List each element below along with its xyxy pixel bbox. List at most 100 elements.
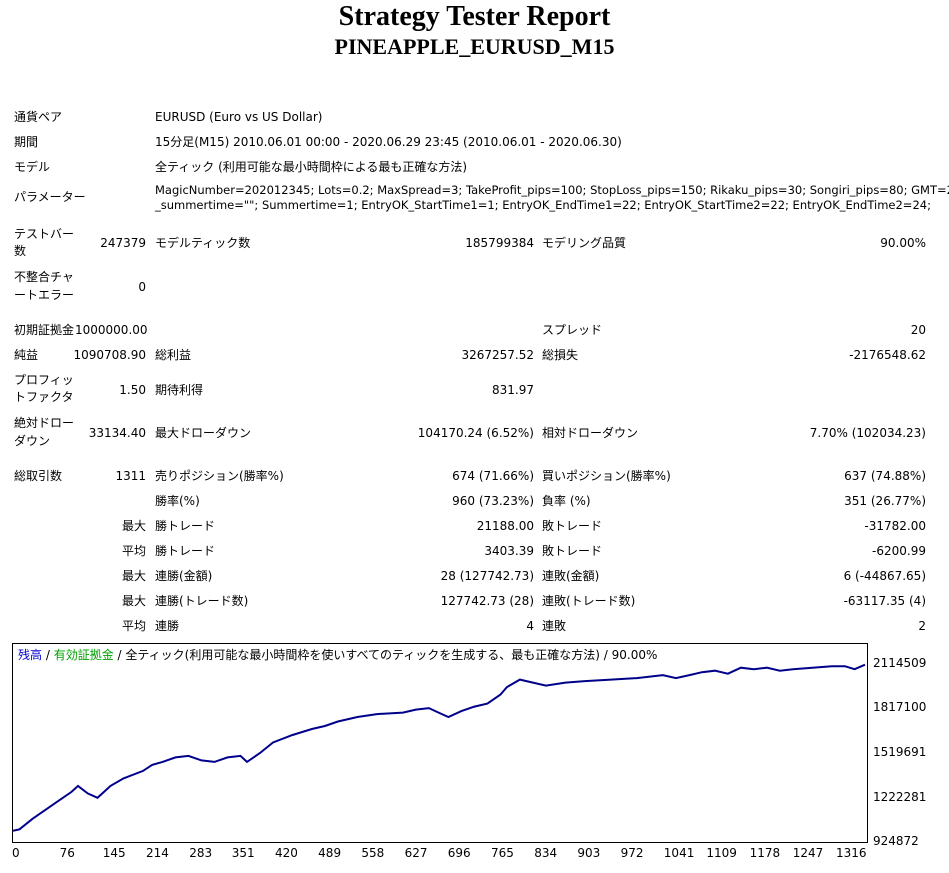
net-profit-label: 純益 — [14, 348, 39, 362]
max-drawdown-value: 104170.24 (6.52%) — [417, 426, 534, 440]
ticks-label: モデルティック数 — [155, 236, 251, 250]
profit-factor-value: 1.50 — [119, 383, 146, 397]
loss-rate-label: 負率 (%) — [542, 494, 591, 508]
gross-profit-value: 3267257.52 — [461, 348, 534, 362]
long-positions-label: 買いポジション(勝率%) — [542, 469, 671, 483]
legend-separator: / — [42, 648, 54, 662]
max-cons-losses-money-label: 連敗(金額) — [542, 569, 600, 583]
x-tick-label: 351 — [231, 846, 255, 860]
abs-drawdown-value: 33134.40 — [88, 426, 146, 440]
profit-factor-label-2: トファクタ — [14, 390, 74, 404]
y-tick-label: 1817100 — [873, 700, 927, 715]
avg-cons-wins-label: 連勝 — [155, 619, 180, 633]
expected-payoff-label: 期待利得 — [155, 383, 204, 397]
avg-win-value: 3403.39 — [484, 544, 534, 558]
max-drawdown-label: 最大ドローダウン — [155, 426, 252, 440]
model-value: 全ティック (利用可能な最小時間枠による最も正確な方法) — [155, 160, 468, 174]
total-trades-value: 1311 — [115, 469, 146, 483]
max-cons-wins-money-value: 28 (127742.73) — [440, 569, 534, 583]
ticks-value: 185799384 — [465, 236, 534, 250]
balance-chart — [12, 643, 868, 843]
x-tick-label: 696 — [447, 846, 471, 860]
win-rate-label: 勝率(%) — [155, 494, 200, 508]
spread-label: スプレッド — [542, 323, 603, 337]
deposit-value: 1000000.00 — [75, 323, 148, 337]
balance-line — [13, 663, 866, 832]
chart-legend: 残高 / 有効証拠金 / 全ティック(利用可能な最小時間枠を使いすべてのティック… — [18, 648, 657, 662]
short-positions-label: 売りポジション(勝率%) — [155, 469, 284, 483]
quality-value: 90.00% — [880, 236, 926, 250]
y-tick-label: 1222281 — [873, 789, 927, 804]
y-tick-label: 2114509 — [873, 656, 927, 670]
largest-win-value: 21188.00 — [476, 519, 534, 533]
report-subtitle: PINEAPPLE_EURUSD_M15 — [334, 34, 615, 59]
mismatch-label-1: 不整合チャ — [14, 270, 74, 284]
max-cons-losses-trades-value: -63117.35 (4) — [843, 594, 926, 608]
pair-label: 通貨ペア — [14, 110, 63, 124]
x-tick-label: 1109 — [706, 846, 737, 860]
x-tick-label: 558 — [361, 846, 385, 860]
largest-loss-value: -31782.00 — [864, 519, 926, 533]
loss-rate-value: 351 (26.77%) — [844, 494, 926, 508]
short-positions-value: 674 (71.66%) — [452, 469, 534, 483]
largest-prefix: 最大 — [121, 519, 146, 533]
largest-win-label: 勝トレード — [155, 519, 216, 533]
abs-drawdown-label-2: ダウン — [14, 434, 51, 448]
mismatch-label-2: ートエラー — [14, 288, 75, 302]
max-cons-wins-trades-value: 127742.73 (28) — [440, 594, 534, 608]
x-tick-label: 76 — [59, 846, 75, 860]
avg-win-label: 勝トレード — [155, 544, 216, 558]
legend-balance: 残高 — [18, 648, 43, 662]
mismatch-value: 0 — [138, 280, 146, 294]
net-profit-value: 1090708.90 — [73, 348, 146, 362]
x-tick-label: 283 — [189, 846, 213, 860]
x-tick-label: 214 — [145, 846, 169, 860]
max-cons-losses-money-value: 6 (-44867.65) — [843, 569, 926, 583]
max-cons-wins-trades-label: 連勝(トレード数) — [155, 594, 249, 608]
model-label: モデル — [14, 160, 51, 174]
x-tick-label: 0 — [12, 846, 20, 860]
params-line-1: MagicNumber=202012345; Lots=0.2; MaxSpre… — [155, 183, 949, 197]
params-line-2: _summertime=""; Summertime=1; EntryOK_St… — [155, 198, 931, 212]
rel-drawdown-value: 7.70% (102034.23) — [809, 426, 926, 440]
period-label: 期間 — [14, 135, 39, 149]
x-tick-label: 1247 — [792, 846, 824, 860]
x-tick-label: 903 — [577, 846, 601, 860]
pair-value: EURUSD (Euro vs US Dollar) — [155, 110, 323, 124]
balance-chart-svg — [13, 663, 866, 832]
legend-equity: 有効証拠金 — [53, 648, 114, 662]
max-cons-wins-money-label: 連勝(金額) — [155, 569, 213, 583]
bars-value: 247379 — [100, 236, 146, 250]
x-tick-label: 627 — [404, 846, 428, 860]
x-tick-label: 489 — [318, 846, 342, 860]
bars-label-2: 数 — [14, 244, 27, 258]
expected-payoff-value: 831.97 — [492, 383, 534, 397]
y-tick-label: 1519691 — [873, 744, 927, 759]
average-prefix: 平均 — [121, 544, 146, 558]
abs-drawdown-label-1: 絶対ドロー — [14, 416, 75, 430]
win-rate-value: 960 (73.23%) — [452, 494, 534, 508]
avg-cons-prefix: 平均 — [121, 619, 146, 633]
spread-value: 20 — [910, 323, 926, 337]
profit-factor-label-1: プロフィッ — [14, 373, 74, 387]
avg-cons-losses-value: 2 — [918, 619, 926, 633]
max-cons-losses-trades-label: 連敗(トレード数) — [542, 594, 636, 608]
x-tick-label: 834 — [534, 846, 558, 860]
avg-loss-label: 敗トレード — [542, 544, 603, 558]
avg-cons-wins-value: 4 — [526, 619, 534, 633]
x-tick-label: 972 — [620, 846, 644, 860]
gross-loss-value: -2176548.62 — [849, 348, 926, 362]
avg-loss-value: -6200.99 — [872, 544, 926, 558]
report-title: Strategy Tester Report — [338, 1, 611, 32]
x-tick-label: 1178 — [749, 846, 781, 860]
y-tick-label: 924872 — [873, 834, 919, 848]
x-tick-label: 1041 — [663, 846, 695, 860]
avg-cons-losses-label: 連敗 — [542, 619, 567, 633]
bars-label-1: テストバー — [14, 227, 75, 241]
params-label: パラメーター — [14, 190, 86, 204]
total-trades-label: 総取引数 — [14, 469, 63, 483]
x-tick-label: 145 — [102, 846, 126, 860]
period-value: 15分足(M15) 2010.06.01 00:00 - 2020.06.29 … — [155, 135, 622, 149]
max-cons-trades-prefix: 最大 — [121, 594, 146, 608]
x-tick-label: 420 — [274, 846, 298, 860]
